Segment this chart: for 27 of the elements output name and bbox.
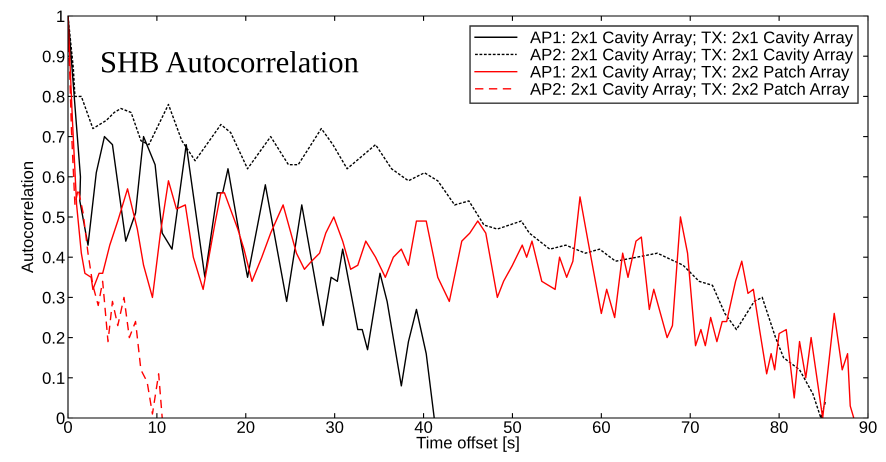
y-tick-label: 0.3	[42, 292, 64, 304]
legend-label: AP2: 2x1 Cavity Array; TX: 2x1 Cavity Array	[530, 48, 853, 64]
text: SHB Autocorrelation	[102, 51, 358, 73]
y-tick-label: 0.5	[42, 211, 65, 224]
y-tick-label: 0.7	[42, 131, 64, 143]
y-tick-label: 0.9	[42, 50, 64, 62]
y-tick-label: 0.8	[42, 90, 64, 103]
x-tick-label: 40	[414, 421, 432, 434]
y-tick-label: 0.4	[42, 252, 65, 264]
y-tick-label: 1	[57, 10, 64, 22]
y-tick-label: 0.6	[42, 171, 64, 184]
x-tick-label: 30	[326, 421, 344, 434]
y-axis-title: Autocorrelation	[20, 162, 34, 274]
x-tick-label: 70	[682, 421, 699, 434]
x-tick-label: 20	[237, 421, 254, 434]
legend-label: AP1: 2x1 Cavity Array; TX: 2x1 Cavity Array	[530, 31, 853, 47]
x-tick-label: 80	[770, 421, 788, 434]
x-axis-title: Time offset [s]	[416, 436, 519, 452]
x-tick-label: 50	[504, 421, 522, 434]
x-tick-label: 90	[860, 421, 877, 434]
legend-label: AP1: 2x1 Cavity Array; TX: 2x2 Patch Array	[530, 65, 850, 81]
y-tick-label: 0	[56, 412, 65, 424]
legend-label: AP2: 2x1 Cavity Array; TX: 2x2 Patch Array	[530, 82, 850, 98]
x-tick-label: 60	[592, 421, 610, 434]
y-tick-label: 0.1	[42, 372, 64, 384]
y-tick-label: 0.2	[42, 332, 64, 344]
x-tick-label: 10	[148, 421, 166, 434]
